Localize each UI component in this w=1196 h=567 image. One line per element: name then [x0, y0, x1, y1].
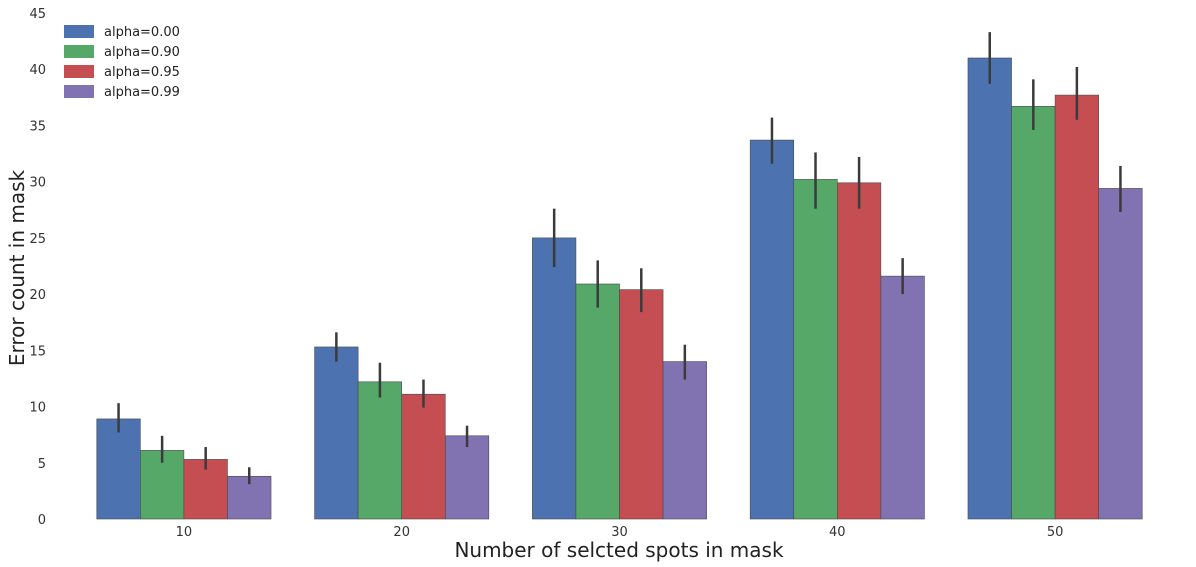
legend-label: alpha=0.95 — [104, 65, 180, 80]
y-tick-label: 0 — [38, 513, 46, 528]
y-tick-label: 5 — [38, 457, 46, 472]
bar-alpha=0.00-30 — [532, 237, 577, 520]
bar-alpha=0.99-40 — [880, 275, 925, 520]
legend-swatch — [64, 85, 94, 98]
bar-alpha=0.95-20 — [401, 393, 446, 520]
legend-label: alpha=0.99 — [104, 85, 180, 100]
bar-alpha=0.99-50 — [1098, 188, 1143, 520]
bar-alpha=0.90-30 — [575, 283, 620, 520]
y-tick-label: 30 — [29, 176, 46, 191]
legend-swatch — [64, 25, 94, 38]
bars — [96, 57, 1143, 520]
error-bars — [117, 32, 1122, 485]
bar-alpha=0.00-10 — [96, 418, 141, 520]
legend: alpha=0.00 alpha=0.90 alpha=0.95 alpha=0.99 — [64, 25, 180, 100]
y-axis-title: Error count in mask — [5, 169, 29, 366]
bar-alpha=0.99-30 — [662, 361, 707, 520]
bar-alpha=0.00-20 — [314, 346, 359, 520]
x-tick-label: 50 — [1047, 525, 1064, 540]
bar-alpha=0.90-50 — [1011, 106, 1056, 520]
y-tick-label: 15 — [29, 344, 46, 359]
y-tick-label: 35 — [29, 119, 46, 134]
y-tick-label: 20 — [29, 288, 46, 303]
y-tick-label: 40 — [29, 63, 46, 78]
x-tick-label: 40 — [829, 525, 846, 540]
x-tick-label: 20 — [393, 525, 410, 540]
legend-swatch — [64, 65, 94, 78]
bar-alpha=0.95-40 — [836, 182, 882, 520]
bar-alpha=0.00-50 — [967, 57, 1012, 520]
bar-alpha=0.90-40 — [793, 179, 838, 520]
legend-swatch — [64, 45, 94, 58]
x-axis-ticks: 10 20 30 40 50 — [176, 525, 1064, 540]
bar-alpha=0.99-20 — [444, 435, 490, 520]
bar-alpha=0.00-40 — [749, 139, 795, 520]
y-tick-label: 10 — [29, 401, 46, 416]
legend-label: alpha=0.90 — [104, 45, 180, 60]
y-tick-label: 25 — [29, 232, 46, 247]
x-tick-label: 10 — [176, 525, 193, 540]
bar-alpha=0.90-20 — [357, 381, 403, 520]
y-tick-label: 45 — [29, 7, 46, 22]
y-axis-ticks: 0 5 10 15 20 25 30 35 40 45 — [29, 7, 46, 528]
x-axis-title: Number of selcted spots in mask — [454, 538, 784, 562]
x-tick-label: 30 — [611, 525, 628, 540]
bar-alpha=0.95-30 — [619, 289, 664, 520]
bar-alpha=0.95-50 — [1054, 94, 1099, 520]
legend-label: alpha=0.00 — [104, 25, 180, 40]
